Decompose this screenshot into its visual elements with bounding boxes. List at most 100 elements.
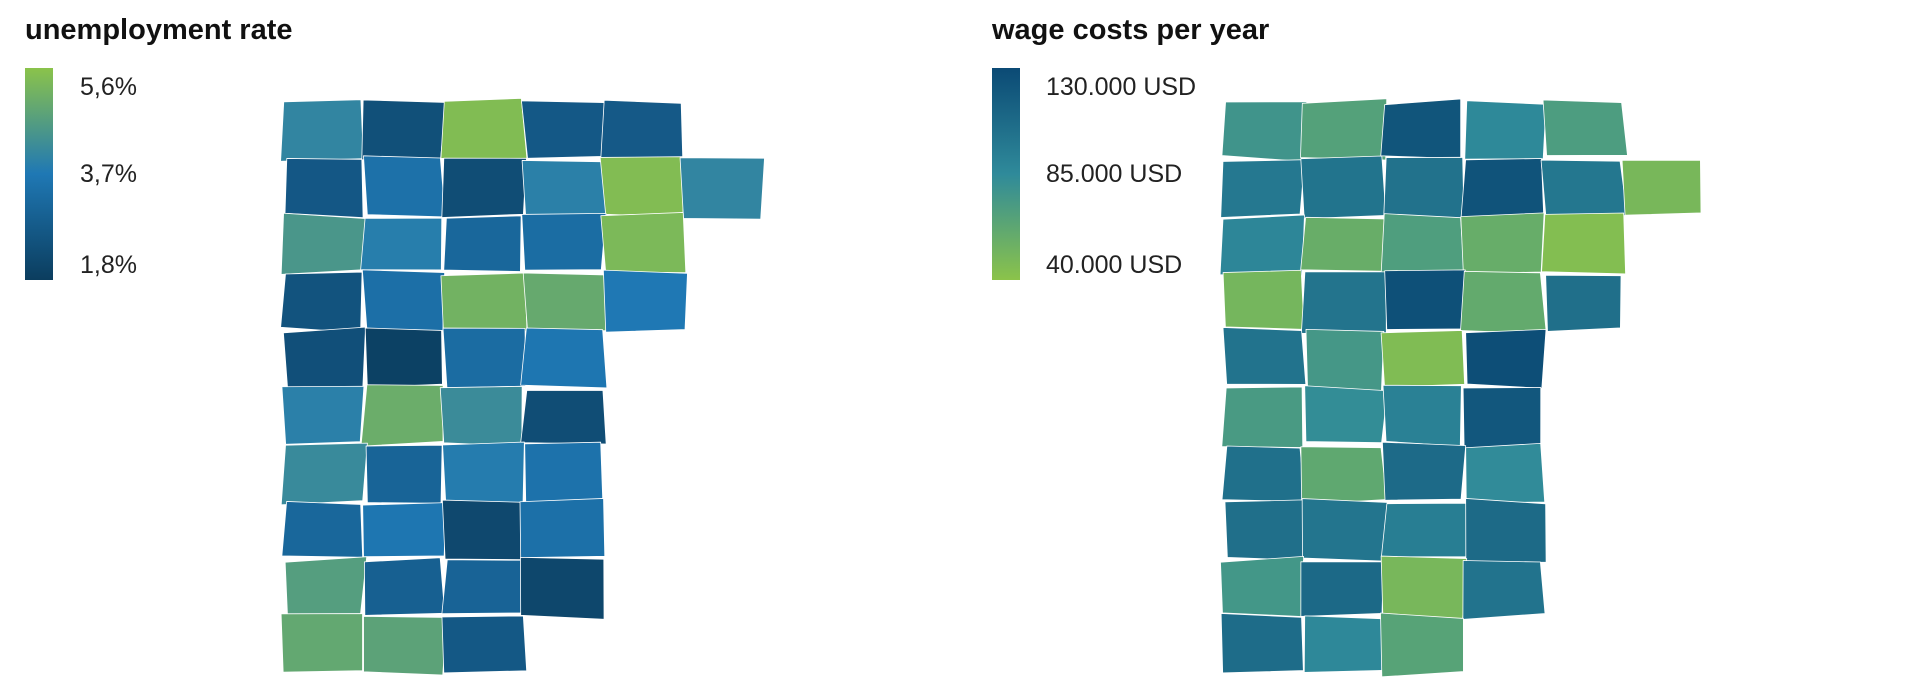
county xyxy=(1300,561,1384,617)
county xyxy=(1465,443,1546,504)
county xyxy=(1300,216,1387,272)
county xyxy=(363,615,448,676)
county xyxy=(1222,269,1305,330)
county xyxy=(521,100,605,159)
county xyxy=(1381,502,1468,558)
unemployment-legend-colorbar xyxy=(25,68,53,280)
county xyxy=(1381,441,1467,501)
county xyxy=(364,327,443,388)
unemployment-legend-high: 5,6% xyxy=(80,73,137,101)
county xyxy=(1465,498,1547,563)
county xyxy=(440,272,528,334)
county xyxy=(520,556,605,620)
county xyxy=(361,269,446,331)
county xyxy=(284,158,364,219)
county xyxy=(362,502,447,558)
county xyxy=(280,613,363,673)
county xyxy=(361,99,447,161)
county xyxy=(440,97,528,163)
county xyxy=(441,615,528,674)
county xyxy=(1621,159,1702,216)
county xyxy=(280,99,364,162)
county xyxy=(1300,271,1387,334)
county xyxy=(1541,212,1626,275)
county xyxy=(1219,214,1305,277)
county xyxy=(1305,328,1385,391)
county xyxy=(520,390,607,445)
county xyxy=(1220,613,1304,674)
county xyxy=(1300,98,1388,161)
county xyxy=(283,326,366,389)
county xyxy=(280,271,363,334)
county xyxy=(1540,159,1628,219)
county xyxy=(1460,270,1547,335)
county xyxy=(1301,498,1388,562)
county xyxy=(1221,445,1306,502)
county xyxy=(1384,269,1467,330)
county xyxy=(1304,385,1388,444)
county xyxy=(1383,156,1465,219)
unemployment-legend-low: 1,8% xyxy=(80,251,137,279)
county xyxy=(439,385,523,447)
county xyxy=(1303,615,1388,673)
county xyxy=(360,384,444,447)
county xyxy=(284,556,368,620)
county xyxy=(600,99,684,162)
county xyxy=(1464,100,1547,160)
county xyxy=(280,442,368,506)
county xyxy=(521,212,607,271)
wage-legend-colorbar xyxy=(992,68,1020,280)
county xyxy=(1545,274,1622,332)
county xyxy=(1220,555,1304,617)
county xyxy=(281,501,364,558)
county xyxy=(280,212,367,275)
county xyxy=(602,269,688,333)
unemployment-map xyxy=(280,97,765,676)
county xyxy=(1460,212,1545,274)
county xyxy=(1221,101,1308,162)
county xyxy=(1382,384,1462,447)
county xyxy=(442,327,527,389)
county xyxy=(1222,327,1307,385)
wage-map-panel: wage costs per year 130.000 USD 85.000 U… xyxy=(970,0,1920,680)
county xyxy=(522,272,608,332)
county-regions xyxy=(1219,98,1702,678)
unemployment-legend-title: unemployment rate xyxy=(25,14,293,46)
county xyxy=(1380,213,1465,274)
county xyxy=(442,441,525,505)
county xyxy=(1380,555,1468,620)
county xyxy=(1460,158,1545,219)
county xyxy=(679,157,765,220)
county xyxy=(281,385,365,445)
county xyxy=(521,160,608,219)
county xyxy=(441,499,525,561)
county xyxy=(363,155,446,218)
county xyxy=(1221,386,1304,448)
county xyxy=(520,327,608,389)
wage-map xyxy=(1219,98,1702,678)
county xyxy=(1300,446,1388,505)
county xyxy=(519,498,606,559)
county xyxy=(1380,612,1464,678)
county xyxy=(1220,159,1306,218)
county xyxy=(1224,499,1305,561)
wage-legend-low: 40.000 USD xyxy=(1046,251,1183,279)
county xyxy=(363,557,446,616)
wage-legend-title: wage costs per year xyxy=(992,14,1270,46)
county-regions xyxy=(280,97,765,676)
county xyxy=(524,441,604,506)
county xyxy=(1380,98,1462,159)
unemployment-legend-mid: 3,7% xyxy=(80,160,137,188)
county xyxy=(441,157,527,218)
unemployment-map-panel: unemployment rate 5,6% 3,7% 1,8% xyxy=(25,14,765,676)
county xyxy=(1462,387,1542,449)
county xyxy=(1462,560,1546,620)
county xyxy=(443,215,522,272)
county xyxy=(365,444,443,504)
county xyxy=(1300,155,1387,220)
county xyxy=(1542,99,1628,156)
wage-legend-high: 130.000 USD xyxy=(1046,73,1197,101)
county xyxy=(599,156,684,218)
county xyxy=(441,559,526,615)
county xyxy=(1465,328,1547,389)
